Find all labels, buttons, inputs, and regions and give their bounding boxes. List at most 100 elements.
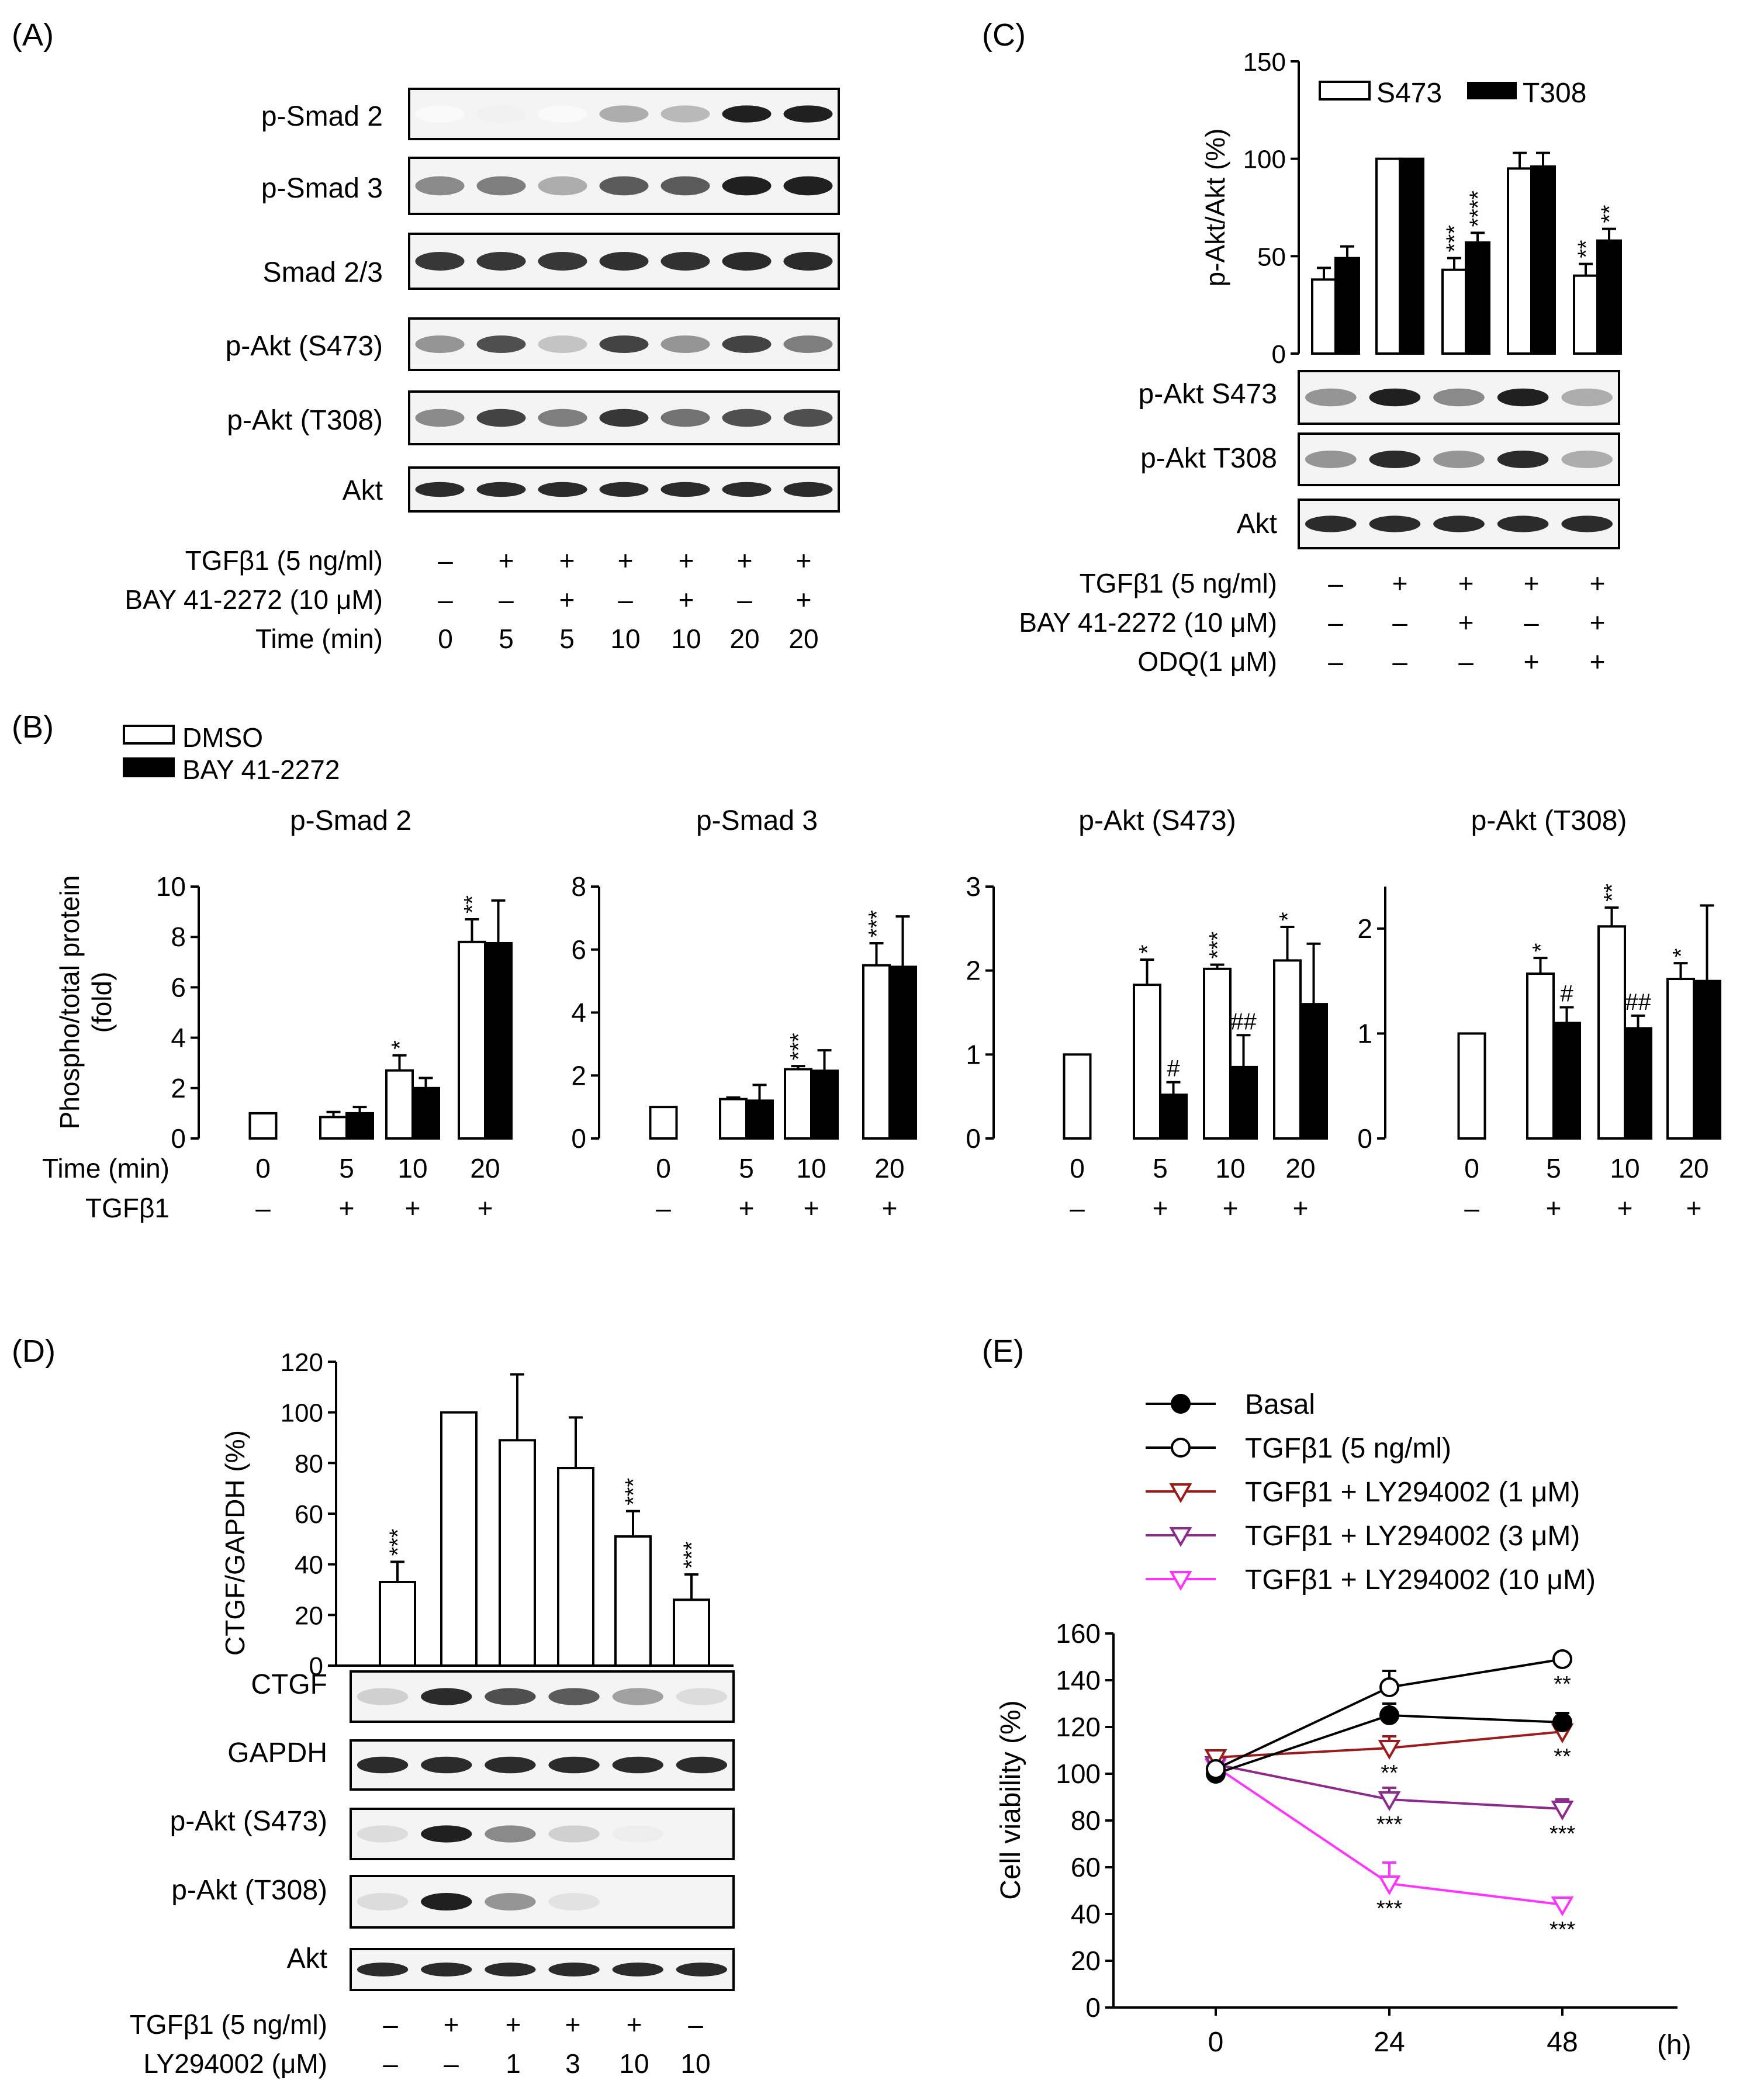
y-tick-label: 4	[571, 998, 586, 1028]
legend-swatch-dmso	[123, 725, 175, 745]
blot-band	[415, 335, 465, 353]
y-tick-label: 0	[571, 1123, 586, 1154]
blot-frame	[350, 1875, 735, 1929]
bar	[1526, 972, 1555, 1140]
blot-band	[660, 252, 710, 271]
condition-value: 10	[671, 624, 701, 654]
bar	[1441, 268, 1467, 355]
significance-label: ***	[786, 1033, 812, 1060]
significance-label: *	[1275, 912, 1301, 921]
legend-label: Basal	[1245, 1389, 1315, 1420]
y-tick-label: 0	[1272, 340, 1286, 369]
blot-frame	[350, 1739, 735, 1791]
blot-band	[599, 482, 649, 497]
legend-label: TGFβ1 + LY294002 (3 μM)	[1245, 1521, 1580, 1552]
bar	[1530, 165, 1556, 355]
y-tick-label: 20	[295, 1601, 323, 1630]
panel-a-blots	[408, 88, 840, 513]
bar	[411, 1086, 440, 1140]
significance-label: **	[1600, 884, 1625, 902]
blot-band	[660, 176, 710, 196]
blot-band	[783, 335, 833, 353]
blot-band	[476, 482, 526, 497]
condition-value: –	[438, 584, 453, 615]
legend-label-s473: S473	[1376, 78, 1442, 109]
condition-value: –	[438, 545, 453, 576]
condition-label: Time (min)	[255, 624, 383, 654]
blot-band	[538, 176, 587, 196]
y-tick-label: 2	[966, 956, 981, 986]
blot-band	[783, 482, 833, 497]
blot-band	[722, 105, 772, 123]
y-tick-label: 150	[1243, 48, 1286, 77]
blot-band	[722, 335, 772, 353]
y-tick-label: 60	[1071, 1852, 1101, 1882]
y-tick-label: 8	[571, 871, 586, 902]
y-tick-label: 100	[1243, 146, 1286, 174]
bar	[784, 1068, 812, 1140]
blot-band	[612, 1893, 663, 1910]
y-tick-label: 1	[1357, 1018, 1372, 1048]
condition-value: –	[688, 2009, 703, 2040]
bar	[458, 940, 486, 1140]
panel-b-ylabel: Phospho/total protein (fold)	[54, 875, 117, 1130]
condition-value: +	[1617, 1193, 1633, 1223]
blot-band	[783, 176, 833, 196]
bar	[1552, 1022, 1581, 1140]
condition-value: +	[1590, 568, 1606, 598]
blot-band	[548, 1963, 600, 1977]
blot-band	[357, 1963, 409, 1977]
blot-frame	[350, 1670, 735, 1723]
x-tick-label: 10	[1610, 1153, 1640, 1183]
blot-band	[476, 105, 526, 123]
bar	[1666, 978, 1695, 1140]
bar	[1063, 1053, 1092, 1140]
condition-value: +	[804, 1193, 819, 1223]
condition-value: –	[499, 584, 514, 615]
blot-label: p-Smad 3	[261, 173, 383, 204]
blot-strip-c	[1298, 432, 1620, 486]
condition-value: –	[383, 2048, 398, 2079]
blot-strip-d	[350, 1875, 735, 1929]
condition-value: +	[1392, 568, 1408, 598]
condition-value: 1	[506, 2048, 521, 2079]
condition-value: –	[1328, 646, 1343, 677]
x-tick-label: 24	[1374, 2027, 1405, 2058]
blot-band	[415, 176, 465, 196]
blot-band	[783, 252, 833, 271]
significance-label: **	[1573, 240, 1599, 258]
blot-strip-d	[350, 1670, 735, 1723]
y-tick-label: 140	[1056, 1665, 1101, 1695]
row-label-tgf: TGFβ1	[85, 1193, 170, 1223]
y-tick-label: 100	[1056, 1759, 1101, 1789]
blot-strip-d	[350, 1808, 735, 1860]
condition-value: +	[679, 545, 694, 576]
bar	[1133, 984, 1161, 1140]
y-tick-label: 160	[1056, 1618, 1101, 1649]
bar	[440, 1411, 478, 1667]
significance-label: **	[1597, 205, 1623, 223]
blot-strip-a	[408, 233, 840, 290]
panel-b-letter: (B)	[12, 709, 54, 745]
blot-band	[599, 176, 649, 196]
significance-label: ***	[1376, 1812, 1403, 1837]
blot-band	[548, 1756, 600, 1774]
panel-e-ylabel: Cell viability (%)	[995, 1700, 1026, 1899]
data-point	[1206, 1759, 1226, 1779]
panel-e-unit: (h)	[1657, 2030, 1692, 2061]
blot-label: p-Akt T308	[1140, 443, 1277, 474]
condition-value: +	[559, 584, 575, 615]
panel-c-legend: S473 T308	[1319, 78, 1586, 109]
y-tick-label: 120	[1056, 1712, 1101, 1742]
y-tick-label: 0	[966, 1123, 981, 1154]
panel-a-letter: (A)	[12, 18, 54, 53]
x-tick-label: 48	[1547, 2027, 1578, 2058]
blot-band	[612, 1825, 663, 1843]
blot-strip-a	[408, 390, 840, 445]
significance-label: ***	[679, 1541, 705, 1569]
condition-value: +	[618, 545, 634, 576]
condition-label: TGFβ1 (5 ng/ml)	[185, 545, 383, 576]
condition-value: 10	[610, 624, 640, 654]
